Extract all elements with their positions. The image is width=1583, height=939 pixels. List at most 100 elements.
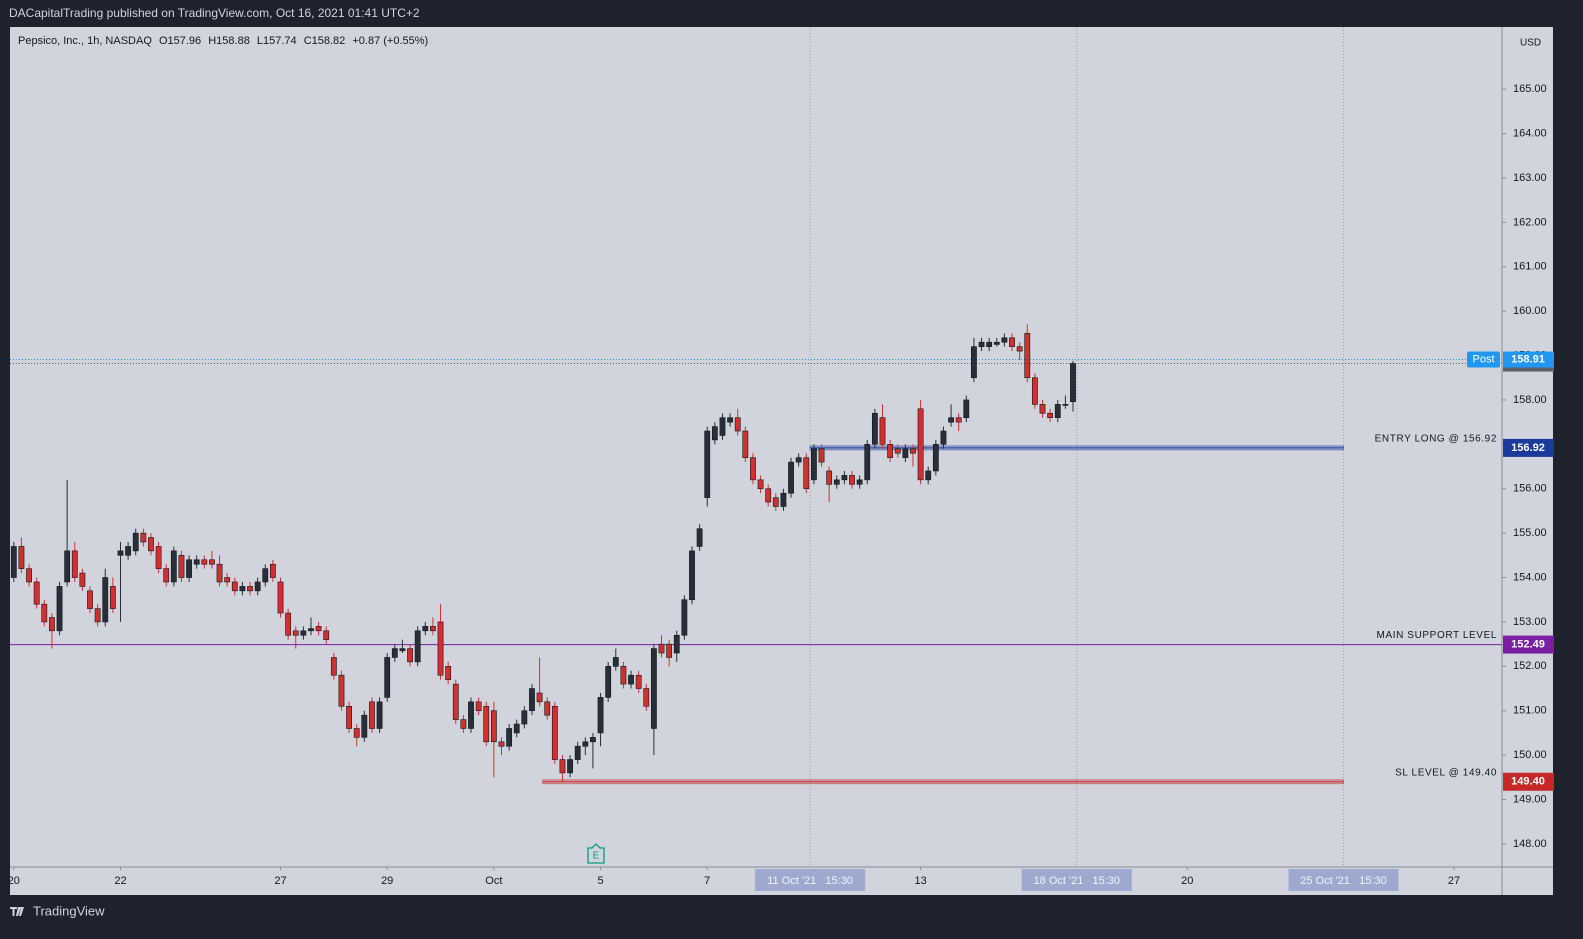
- x-tick-label: 20: [1181, 875, 1193, 887]
- level-price-box: [1503, 438, 1554, 457]
- candle-body: [506, 728, 513, 747]
- candle-body: [612, 657, 619, 667]
- level-label: MAIN SUPPORT LEVEL: [1377, 630, 1497, 641]
- candle-body: [750, 457, 756, 481]
- candle-body: [696, 528, 703, 547]
- candle-body: [18, 546, 25, 569]
- brand: TradingView: [33, 903, 105, 918]
- candle-body: [666, 643, 673, 658]
- y-tick-label: 150.00: [1513, 749, 1547, 761]
- y-tick-label: 163.00: [1513, 172, 1547, 184]
- x-tick-label: Oct: [485, 875, 502, 887]
- candle-body: [102, 577, 109, 623]
- candle-body: [178, 555, 185, 578]
- candle-body: [109, 586, 116, 609]
- candle-body: [917, 408, 924, 481]
- candle-body: [841, 475, 848, 481]
- candle-body: [186, 559, 192, 578]
- candle-body: [963, 399, 970, 418]
- x-tick-label: 13: [914, 875, 926, 887]
- time-marker-label: 18 Oct '21 15:30: [1034, 875, 1121, 887]
- footer-logo: TradingView: [10, 903, 105, 918]
- candle-body: [79, 572, 86, 587]
- y-tick-label: 148.00: [1513, 838, 1547, 850]
- post-tag-box: [1467, 351, 1500, 368]
- level-price-label: 156.92: [1511, 442, 1545, 454]
- candle-body: [795, 457, 802, 463]
- candle-body: [490, 710, 497, 743]
- candle-body: [285, 612, 292, 636]
- candle-body: [948, 417, 954, 423]
- candle-body: [239, 586, 246, 592]
- candle-body: [353, 728, 360, 738]
- candle-body: [864, 444, 871, 481]
- candle-body: [254, 581, 261, 592]
- candle-body: [170, 550, 177, 583]
- candle-body: [262, 568, 269, 583]
- x-tick-label: 27: [274, 875, 286, 887]
- candle-body: [437, 621, 444, 676]
- candle-body: [658, 643, 665, 654]
- candle-body: [871, 412, 878, 445]
- candle-body: [94, 608, 101, 623]
- candle-body: [224, 577, 231, 583]
- candle-body: [41, 603, 48, 623]
- candle-body: [277, 581, 284, 614]
- candle-body: [125, 546, 132, 556]
- candle-body: [551, 705, 558, 760]
- candle-body: [894, 448, 901, 454]
- candle-body: [26, 568, 32, 583]
- candle-body: [201, 559, 208, 565]
- candle-body: [323, 630, 330, 640]
- candle-body: [993, 341, 1000, 345]
- x-tick-label: 27: [1448, 875, 1460, 887]
- candle-body: [338, 674, 345, 707]
- candle-body: [346, 705, 352, 729]
- candle-body: [887, 444, 894, 458]
- candle-body: [582, 741, 589, 747]
- candle-body: [567, 759, 573, 774]
- candle-body: [811, 448, 817, 481]
- candle-body: [643, 688, 650, 707]
- candle-body: [193, 559, 200, 565]
- logo-mark: [10, 907, 24, 916]
- candle-body: [56, 586, 63, 632]
- currency: USD: [1520, 38, 1541, 49]
- candle-body: [1062, 404, 1069, 406]
- x-tick-label: 29: [381, 875, 393, 887]
- pane: [10, 27, 1553, 895]
- candle-body: [1054, 404, 1061, 418]
- candle-body: [879, 417, 886, 445]
- candle-body: [780, 492, 787, 507]
- level-label: SL LEVEL @ 149.40: [1395, 767, 1497, 778]
- candle-body: [597, 697, 604, 734]
- y-tick-label: 158.00: [1513, 394, 1547, 406]
- candle-body: [483, 705, 490, 743]
- level-label: ENTRY LONG @ 156.92: [1375, 434, 1497, 445]
- candle-body: [1039, 404, 1046, 414]
- candle-body: [308, 628, 314, 632]
- candle-body: [521, 710, 528, 725]
- x-tick-label: 20: [8, 875, 20, 887]
- candle-body: [650, 648, 657, 729]
- candle-body: [590, 737, 596, 743]
- candle-body: [468, 701, 474, 729]
- y-tick-label: 153.00: [1513, 616, 1547, 628]
- y-tick-label: 165.00: [1513, 83, 1547, 95]
- time-marker-label: 11 Oct '21 15:30: [767, 875, 853, 887]
- y-tick-label: 154.00: [1513, 571, 1547, 583]
- candle-body: [574, 745, 581, 760]
- candle-body: [64, 550, 71, 583]
- level-price-label: 152.49: [1511, 638, 1545, 650]
- candle-body: [940, 430, 947, 445]
- y-tick-label: 160.00: [1513, 305, 1547, 317]
- legend-change: +0.87 (+0.55%): [352, 35, 428, 47]
- candle-body: [711, 426, 718, 441]
- candle-body: [10, 546, 17, 578]
- candle-body: [910, 448, 916, 454]
- candle-body: [216, 563, 223, 583]
- candle-body: [635, 674, 642, 689]
- candle-body: [833, 479, 840, 485]
- candle-body: [1031, 377, 1038, 405]
- candle-body: [140, 532, 147, 543]
